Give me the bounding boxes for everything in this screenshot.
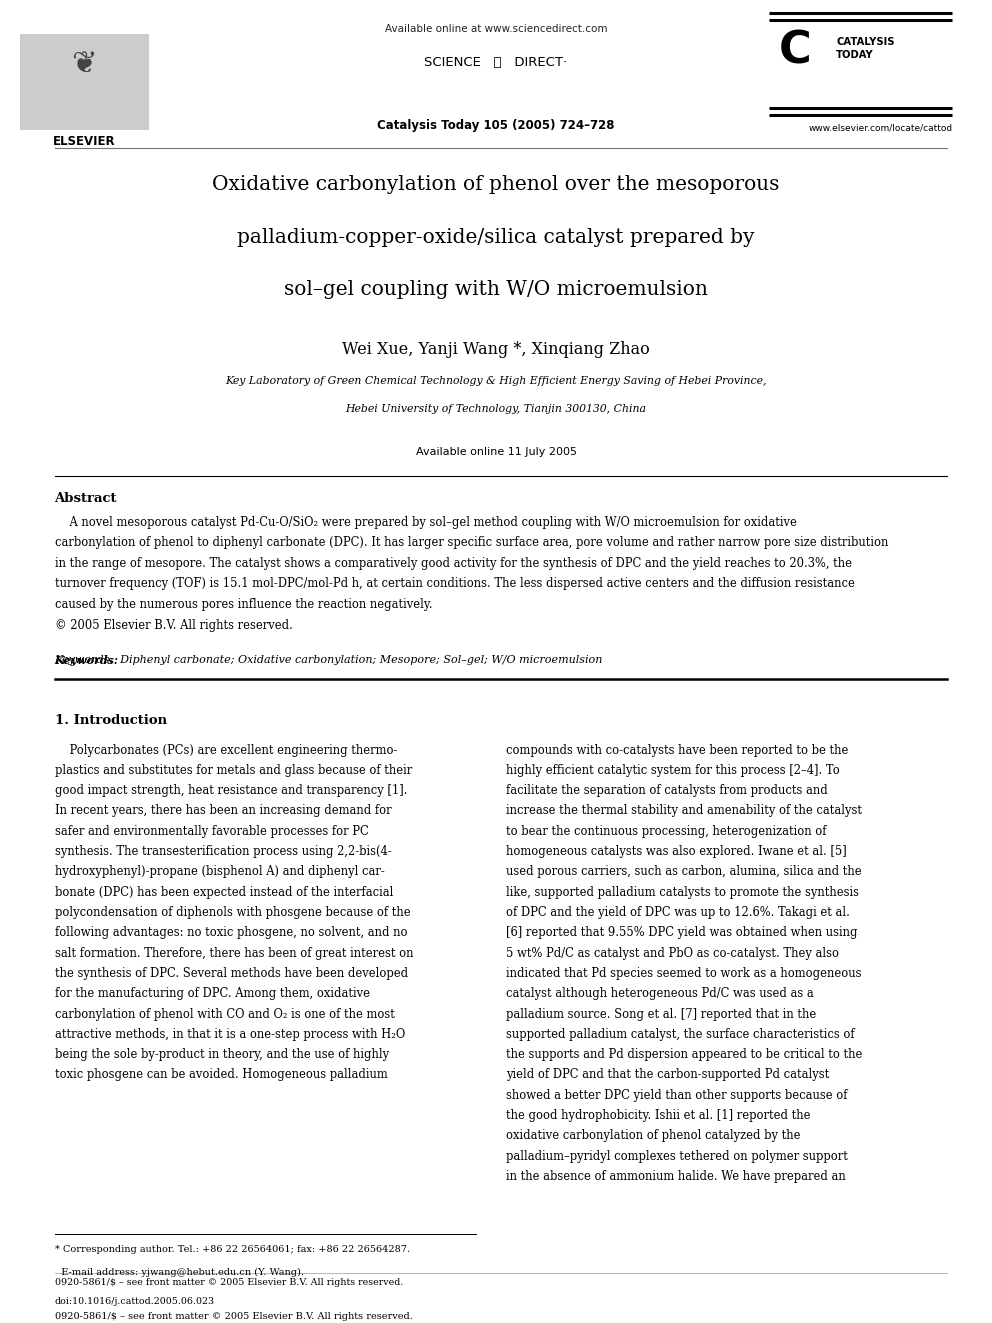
Text: In recent years, there has been an increasing demand for: In recent years, there has been an incre… <box>55 804 391 818</box>
Text: synthesis. The transesterification process using 2,2-bis(4-: synthesis. The transesterification proce… <box>55 845 391 859</box>
Text: the synthesis of DPC. Several methods have been developed: the synthesis of DPC. Several methods ha… <box>55 967 408 980</box>
Text: palladium source. Song et al. [7] reported that in the: palladium source. Song et al. [7] report… <box>506 1008 816 1020</box>
Text: ELSEVIER: ELSEVIER <box>53 135 116 148</box>
Text: Available online at www.sciencedirect.com: Available online at www.sciencedirect.co… <box>385 24 607 34</box>
Text: the supports and Pd dispersion appeared to be critical to the: the supports and Pd dispersion appeared … <box>506 1048 862 1061</box>
Text: yield of DPC and that the carbon-supported Pd catalyst: yield of DPC and that the carbon-support… <box>506 1069 829 1081</box>
Text: [6] reported that 9.55% DPC yield was obtained when using: [6] reported that 9.55% DPC yield was ob… <box>506 926 857 939</box>
Text: safer and environmentally favorable processes for PC: safer and environmentally favorable proc… <box>55 824 368 837</box>
Text: oxidative carbonylation of phenol catalyzed by the: oxidative carbonylation of phenol cataly… <box>506 1130 801 1142</box>
Text: palladium-copper-oxide/silica catalyst prepared by: palladium-copper-oxide/silica catalyst p… <box>237 228 755 246</box>
Text: 0920-5861/$ – see front matter © 2005 Elsevier B.V. All rights reserved.: 0920-5861/$ – see front matter © 2005 El… <box>55 1312 413 1322</box>
Text: homogeneous catalysts was also explored. Iwane et al. [5]: homogeneous catalysts was also explored.… <box>506 845 846 859</box>
Text: Key Laboratory of Green Chemical Technology & High Efficient Energy Saving of He: Key Laboratory of Green Chemical Technol… <box>225 376 767 386</box>
Text: increase the thermal stability and amenability of the catalyst: increase the thermal stability and amena… <box>506 804 862 818</box>
Text: the good hydrophobicity. Ishii et al. [1] reported the: the good hydrophobicity. Ishii et al. [1… <box>506 1109 810 1122</box>
Text: Keywords:  Diphenyl carbonate; Oxidative carbonylation; Mesopore; Sol–gel; W/O m: Keywords: Diphenyl carbonate; Oxidative … <box>55 655 603 665</box>
Text: used porous carriers, such as carbon, alumina, silica and the: used porous carriers, such as carbon, al… <box>506 865 861 878</box>
Text: highly efficient catalytic system for this process [2–4]. To: highly efficient catalytic system for th… <box>506 763 839 777</box>
Text: compounds with co-catalysts have been reported to be the: compounds with co-catalysts have been re… <box>506 744 848 757</box>
Text: caused by the numerous pores influence the reaction negatively.: caused by the numerous pores influence t… <box>55 598 433 611</box>
Text: turnover frequency (TOF) is 15.1 mol-DPC/mol-Pd h, at certain conditions. The le: turnover frequency (TOF) is 15.1 mol-DPC… <box>55 577 854 590</box>
Text: Catalysis Today 105 (2005) 724–728: Catalysis Today 105 (2005) 724–728 <box>377 119 615 132</box>
Text: in the absence of ammonium halide. We have prepared an: in the absence of ammonium halide. We ha… <box>506 1170 845 1183</box>
Text: carbonylation of phenol to diphenyl carbonate (DPC). It has larger specific surf: carbonylation of phenol to diphenyl carb… <box>55 537 888 549</box>
Text: attractive methods, in that it is a one-step process with H₂O: attractive methods, in that it is a one-… <box>55 1028 405 1041</box>
Text: showed a better DPC yield than other supports because of: showed a better DPC yield than other sup… <box>506 1089 847 1102</box>
Text: C: C <box>779 29 811 73</box>
Text: good impact strength, heat resistance and transparency [1].: good impact strength, heat resistance an… <box>55 785 407 798</box>
Text: 5 wt% Pd/C as catalyst and PbO as co-catalyst. They also: 5 wt% Pd/C as catalyst and PbO as co-cat… <box>506 947 839 959</box>
Bar <box>20 34 149 130</box>
Text: Wei Xue, Yanji Wang *, Xinqiang Zhao: Wei Xue, Yanji Wang *, Xinqiang Zhao <box>342 341 650 359</box>
Text: indicated that Pd species seemed to work as a homogeneous: indicated that Pd species seemed to work… <box>506 967 861 980</box>
Text: ❦: ❦ <box>71 50 97 79</box>
Text: sol–gel coupling with W/O microemulsion: sol–gel coupling with W/O microemulsion <box>284 280 708 299</box>
Text: Keywords:: Keywords: <box>55 655 119 665</box>
Text: hydroxyphenyl)-propane (bisphenol A) and diphenyl car-: hydroxyphenyl)-propane (bisphenol A) and… <box>55 865 384 878</box>
Text: for the manufacturing of DPC. Among them, oxidative: for the manufacturing of DPC. Among them… <box>55 987 370 1000</box>
Text: like, supported palladium catalysts to promote the synthesis: like, supported palladium catalysts to p… <box>506 885 859 898</box>
Text: Polycarbonates (PCs) are excellent engineering thermo-: Polycarbonates (PCs) are excellent engin… <box>55 744 397 757</box>
Text: being the sole by-product in theory, and the use of highly: being the sole by-product in theory, and… <box>55 1048 389 1061</box>
Text: 0920-5861/$ – see front matter © 2005 Elsevier B.V. All rights reserved.: 0920-5861/$ – see front matter © 2005 El… <box>55 1278 403 1287</box>
Text: plastics and substitutes for metals and glass because of their: plastics and substitutes for metals and … <box>55 763 412 777</box>
Text: www.elsevier.com/locate/cattod: www.elsevier.com/locate/cattod <box>808 123 952 132</box>
Text: E-mail address: yjwang@hebut.edu.cn (Y. Wang).: E-mail address: yjwang@hebut.edu.cn (Y. … <box>55 1267 304 1277</box>
Text: supported palladium catalyst, the surface characteristics of: supported palladium catalyst, the surfac… <box>506 1028 854 1041</box>
Text: Hebei University of Technology, Tianjin 300130, China: Hebei University of Technology, Tianjin … <box>345 404 647 414</box>
Text: facilitate the separation of catalysts from products and: facilitate the separation of catalysts f… <box>506 785 827 798</box>
Text: SCIENCE   ⓐ   DIRECT·: SCIENCE ⓐ DIRECT· <box>425 56 567 69</box>
Text: in the range of mesopore. The catalyst shows a comparatively good activity for t: in the range of mesopore. The catalyst s… <box>55 557 851 570</box>
Text: polycondensation of diphenols with phosgene because of the: polycondensation of diphenols with phosg… <box>55 906 410 919</box>
Text: A novel mesoporous catalyst Pd-Cu-O/SiO₂ were prepared by sol–gel method couplin: A novel mesoporous catalyst Pd-Cu-O/SiO₂… <box>55 516 797 529</box>
Text: salt formation. Therefore, there has been of great interest on: salt formation. Therefore, there has bee… <box>55 947 413 959</box>
Text: 1. Introduction: 1. Introduction <box>55 714 167 728</box>
Text: Oxidative carbonylation of phenol over the mesoporous: Oxidative carbonylation of phenol over t… <box>212 175 780 193</box>
Text: of DPC and the yield of DPC was up to 12.6%. Takagi et al.: of DPC and the yield of DPC was up to 12… <box>506 906 850 919</box>
Text: © 2005 Elsevier B.V. All rights reserved.: © 2005 Elsevier B.V. All rights reserved… <box>55 619 293 631</box>
Text: catalyst although heterogeneous Pd/C was used as a: catalyst although heterogeneous Pd/C was… <box>506 987 813 1000</box>
Text: following advantages: no toxic phosgene, no solvent, and no: following advantages: no toxic phosgene,… <box>55 926 407 939</box>
Text: * Corresponding author. Tel.: +86 22 26564061; fax: +86 22 26564287.: * Corresponding author. Tel.: +86 22 265… <box>55 1245 410 1254</box>
Text: toxic phosgene can be avoided. Homogeneous palladium: toxic phosgene can be avoided. Homogeneo… <box>55 1069 387 1081</box>
Text: palladium–pyridyl complexes tethered on polymer support: palladium–pyridyl complexes tethered on … <box>506 1150 848 1163</box>
Text: Abstract: Abstract <box>55 492 117 505</box>
Text: CATALYSIS
TODAY: CATALYSIS TODAY <box>836 37 895 60</box>
Text: doi:10.1016/j.cattod.2005.06.023: doi:10.1016/j.cattod.2005.06.023 <box>55 1297 214 1306</box>
Text: bonate (DPC) has been expected instead of the interfacial: bonate (DPC) has been expected instead o… <box>55 885 393 898</box>
Text: to bear the continuous processing, heterogenization of: to bear the continuous processing, heter… <box>506 824 826 837</box>
Text: carbonylation of phenol with CO and O₂ is one of the most: carbonylation of phenol with CO and O₂ i… <box>55 1008 395 1020</box>
Text: Available online 11 July 2005: Available online 11 July 2005 <box>416 447 576 458</box>
